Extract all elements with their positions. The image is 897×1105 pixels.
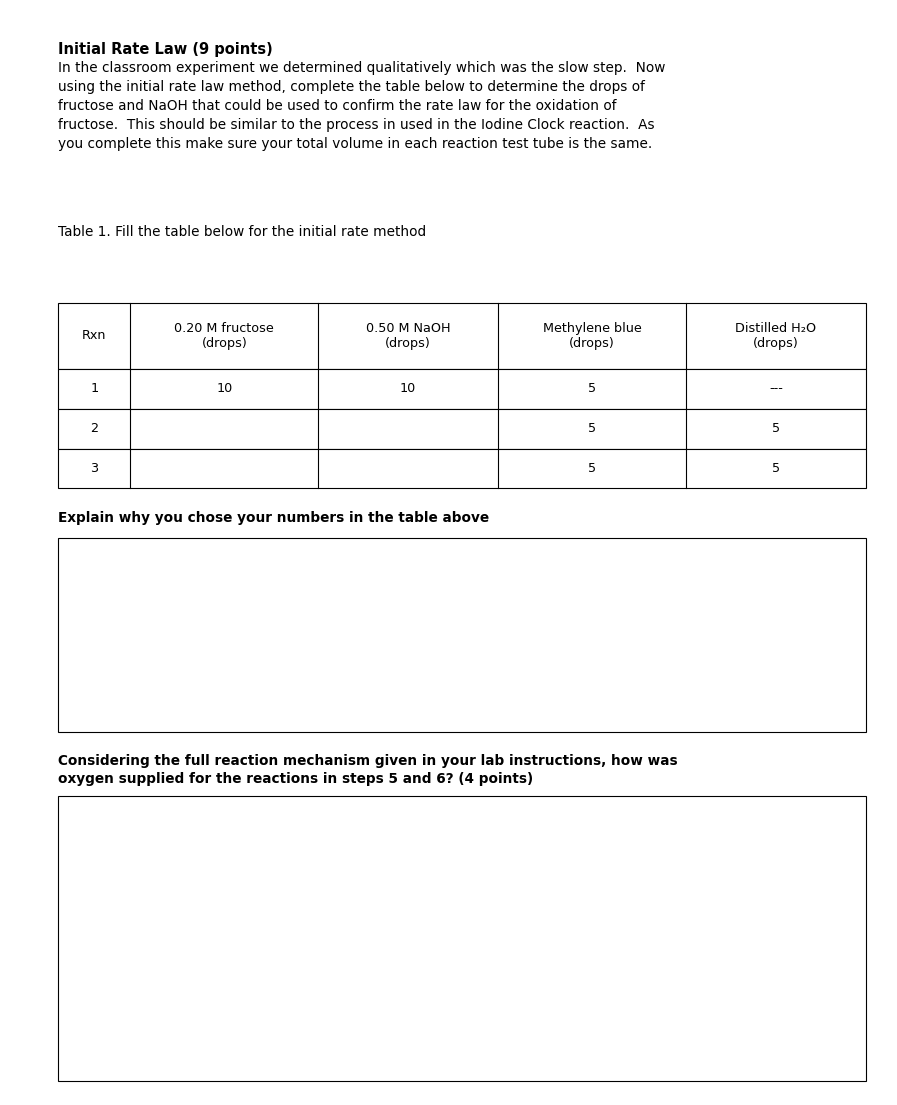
Text: 5: 5: [771, 422, 780, 435]
Bar: [58, 303, 866, 369]
Text: 10: 10: [400, 382, 416, 396]
Text: ---: ---: [769, 382, 783, 396]
Bar: [58, 409, 866, 449]
Text: 1: 1: [90, 382, 99, 396]
Text: 0.50 M NaOH
(drops): 0.50 M NaOH (drops): [366, 322, 450, 350]
Text: Table 1. Fill the table below for the initial rate method: Table 1. Fill the table below for the in…: [58, 225, 426, 240]
Bar: [58, 538, 866, 732]
Bar: [58, 449, 866, 488]
Text: Rxn: Rxn: [82, 329, 107, 343]
Text: 5: 5: [588, 382, 597, 396]
Bar: [58, 369, 866, 409]
Text: Considering the full reaction mechanism given in your lab instructions, how was
: Considering the full reaction mechanism …: [58, 754, 678, 786]
Text: 5: 5: [771, 462, 780, 475]
Text: 5: 5: [588, 422, 597, 435]
Text: Initial Rate Law (9 points): Initial Rate Law (9 points): [58, 42, 273, 57]
Text: Distilled H₂O
(drops): Distilled H₂O (drops): [736, 322, 816, 350]
Text: Explain why you chose your numbers in the table above: Explain why you chose your numbers in th…: [58, 511, 490, 525]
Bar: [58, 796, 866, 1081]
Text: Methylene blue
(drops): Methylene blue (drops): [543, 322, 641, 350]
Text: 3: 3: [90, 462, 99, 475]
Text: 2: 2: [91, 422, 98, 435]
Text: 5: 5: [588, 462, 597, 475]
Text: In the classroom experiment we determined qualitatively which was the slow step.: In the classroom experiment we determine…: [58, 61, 666, 150]
Text: 0.20 M fructose
(drops): 0.20 M fructose (drops): [174, 322, 274, 350]
Text: 10: 10: [216, 382, 232, 396]
